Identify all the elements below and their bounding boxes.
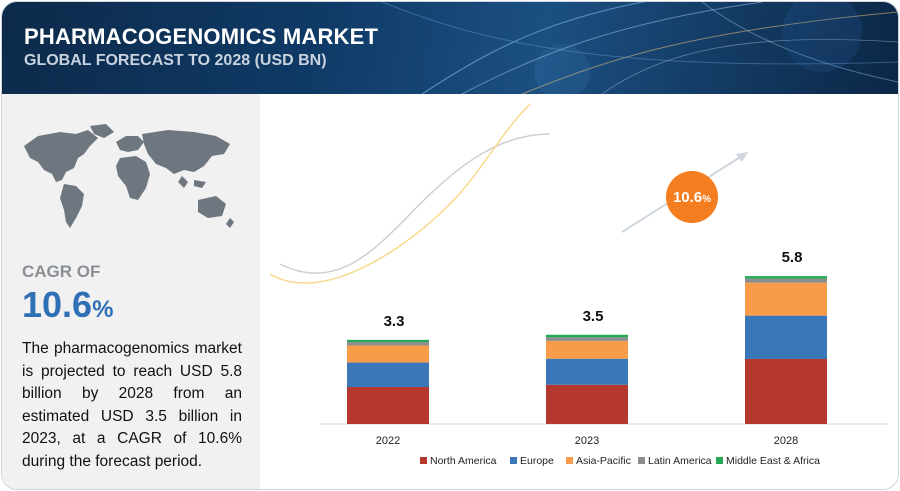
growth-arrow-head [736, 152, 748, 162]
legend-swatch [716, 457, 723, 464]
decorative-swoosh-gray [279, 133, 551, 274]
bar-2023-middle-east-africa [546, 334, 628, 338]
cagr-badge: 10.6% [666, 171, 718, 223]
legend-label: Middle East & Africa [726, 455, 820, 467]
summary-panel: CAGR OF 10.6% The pharmacogenomics marke… [2, 94, 260, 489]
bar-2022-middle-east-africa [347, 339, 429, 343]
cagr-value: 10.6% [22, 284, 113, 326]
cagr-unit: % [92, 296, 114, 323]
x-tick-label: 2023 [575, 435, 599, 447]
cagr-badge-label: 10.6% [673, 189, 711, 206]
bar-2022-north-america [347, 387, 429, 424]
legend-swatch [566, 457, 573, 464]
bar-2022-europe [347, 362, 429, 388]
bar-total-label: 3.3 [384, 313, 405, 330]
bar-2028-asia-pacific [745, 282, 827, 316]
bar-total-label: 5.8 [782, 249, 803, 266]
bar-2023-europe [546, 358, 628, 385]
bar-2028-middle-east-africa [745, 276, 827, 279]
cagr-badge-value: 10.6 [673, 189, 702, 206]
chart-legend: North America Europe Asia-Pacific Latin Ame… [420, 455, 820, 467]
page-title: PHARMACOGENOMICS MARKET [24, 24, 379, 49]
legend-label: Latin America [648, 455, 712, 467]
bar-2022-latin-america [347, 342, 429, 346]
bar-2023-north-america [546, 384, 628, 424]
world-map-icon [24, 124, 234, 228]
x-tick-label: 2022 [376, 435, 400, 447]
bar-total-label: 3.5 [583, 308, 604, 325]
cagr-badge-unit: % [702, 194, 711, 205]
legend-label: Asia-Pacific [576, 455, 631, 467]
stacked-bar-chart: 10.6% 3.3 2022 3.5 2023 5.8 2028 North Americ… [269, 103, 888, 467]
x-tick-label: 2028 [774, 435, 798, 447]
bar-group: 3.3 2022 3.5 2023 5.8 2028 [347, 249, 827, 447]
decorative-swoosh-yellow [269, 103, 531, 284]
market-description: The pharmacogenomics market is projected… [22, 340, 242, 470]
legend-swatch [420, 457, 427, 464]
cagr-number: 10.6 [22, 284, 93, 325]
cagr-badge-circle [666, 171, 718, 223]
page-subtitle: GLOBAL FORECAST TO 2028 (USD BN) [24, 52, 327, 69]
cagr-label: CAGR OF [22, 262, 101, 281]
header-banner: PHARMACOGENOMICS MARKET GLOBAL FORECAST … [2, 2, 898, 94]
legend-label: North America [430, 455, 497, 467]
banner-light-streaks [381, 2, 898, 94]
legend-swatch [638, 457, 645, 464]
bar-2028-latin-america [745, 278, 827, 283]
bar-2023-asia-pacific [546, 340, 628, 359]
bar-2022-asia-pacific [347, 345, 429, 363]
bar-2028-europe [745, 315, 827, 359]
bar-2023-latin-america [546, 337, 628, 341]
bar-2028-north-america [745, 358, 827, 424]
legend-label: Europe [520, 455, 554, 467]
legend-swatch [510, 457, 517, 464]
